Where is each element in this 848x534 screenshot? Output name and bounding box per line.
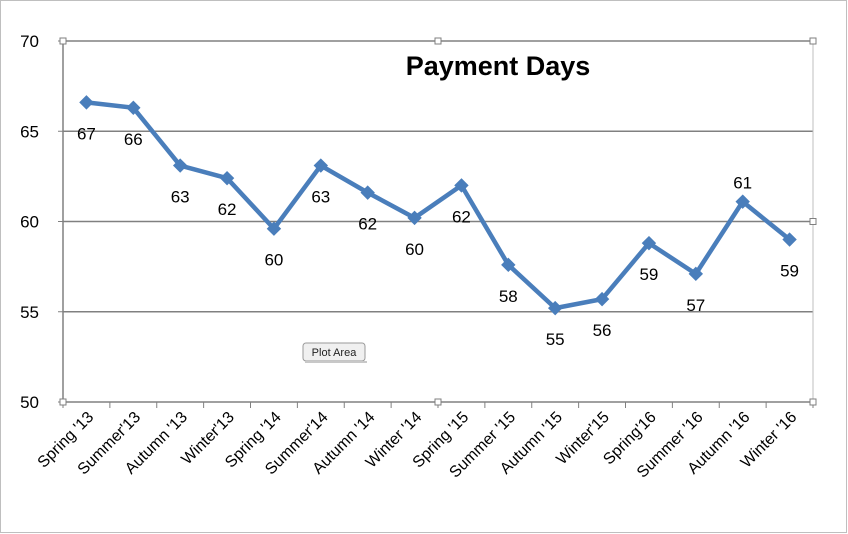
data-point-marker[interactable] xyxy=(641,235,657,251)
data-label: 62 xyxy=(452,207,471,226)
y-tick-label: 50 xyxy=(20,393,39,412)
data-label: 63 xyxy=(311,188,330,207)
series-line[interactable] xyxy=(86,100,791,311)
y-tick-label: 60 xyxy=(20,213,39,232)
data-label: 63 xyxy=(171,188,190,207)
selection-handle[interactable] xyxy=(809,218,817,225)
selection-handle[interactable] xyxy=(434,398,442,406)
plot-area-selection-handles[interactable] xyxy=(59,37,817,406)
data-label: 60 xyxy=(405,240,424,259)
series-layer xyxy=(79,95,797,316)
selection-handle[interactable] xyxy=(59,398,67,406)
data-point-marker[interactable] xyxy=(313,158,329,173)
data-labels: 67 66 63 62 60 63 62 60 62 58 55 56 59 57 61 59 xyxy=(77,124,799,349)
tooltip-label: Plot Area xyxy=(312,347,358,359)
data-point-marker[interactable] xyxy=(219,170,235,186)
data-point-marker[interactable] xyxy=(688,266,704,282)
data-label: 66 xyxy=(124,130,143,149)
selection-handle[interactable] xyxy=(59,37,67,45)
selection-handle[interactable] xyxy=(434,37,442,45)
data-label: 58 xyxy=(499,287,518,306)
y-tick-labels: 50 55 60 65 70 xyxy=(20,32,39,412)
chart-title: Payment Days xyxy=(406,51,591,81)
data-point-marker[interactable] xyxy=(172,158,188,173)
data-label: 67 xyxy=(77,124,96,143)
selection-handle[interactable] xyxy=(809,398,817,406)
data-point-marker[interactable] xyxy=(454,178,469,193)
data-point-marker[interactable] xyxy=(266,221,282,236)
data-label: 61 xyxy=(733,174,752,193)
plot-area-tooltip: Plot Area xyxy=(302,342,367,363)
data-label: 55 xyxy=(546,330,565,349)
data-label: 62 xyxy=(218,200,237,219)
data-point-marker[interactable] xyxy=(594,291,610,307)
data-label: 56 xyxy=(593,321,612,340)
data-point-marker[interactable] xyxy=(501,257,516,273)
data-label: 59 xyxy=(639,265,658,284)
data-point-marker[interactable] xyxy=(126,100,141,115)
data-point-marker[interactable] xyxy=(360,185,375,200)
data-point-marker[interactable] xyxy=(782,232,797,247)
data-point-marker[interactable] xyxy=(407,210,422,226)
tooltip-shadow xyxy=(305,361,367,363)
data-point-marker[interactable] xyxy=(547,300,563,316)
data-point-marker[interactable] xyxy=(735,194,750,209)
selection-handle[interactable] xyxy=(809,37,817,45)
y-tick-label: 70 xyxy=(20,32,39,51)
data-label: 60 xyxy=(264,251,283,270)
y-tick-label: 65 xyxy=(20,122,39,141)
y-tick-label: 55 xyxy=(20,303,39,322)
data-label: 62 xyxy=(358,215,377,234)
data-point-marker[interactable] xyxy=(79,95,94,110)
data-label: 57 xyxy=(686,296,705,315)
data-label: 59 xyxy=(780,262,799,281)
